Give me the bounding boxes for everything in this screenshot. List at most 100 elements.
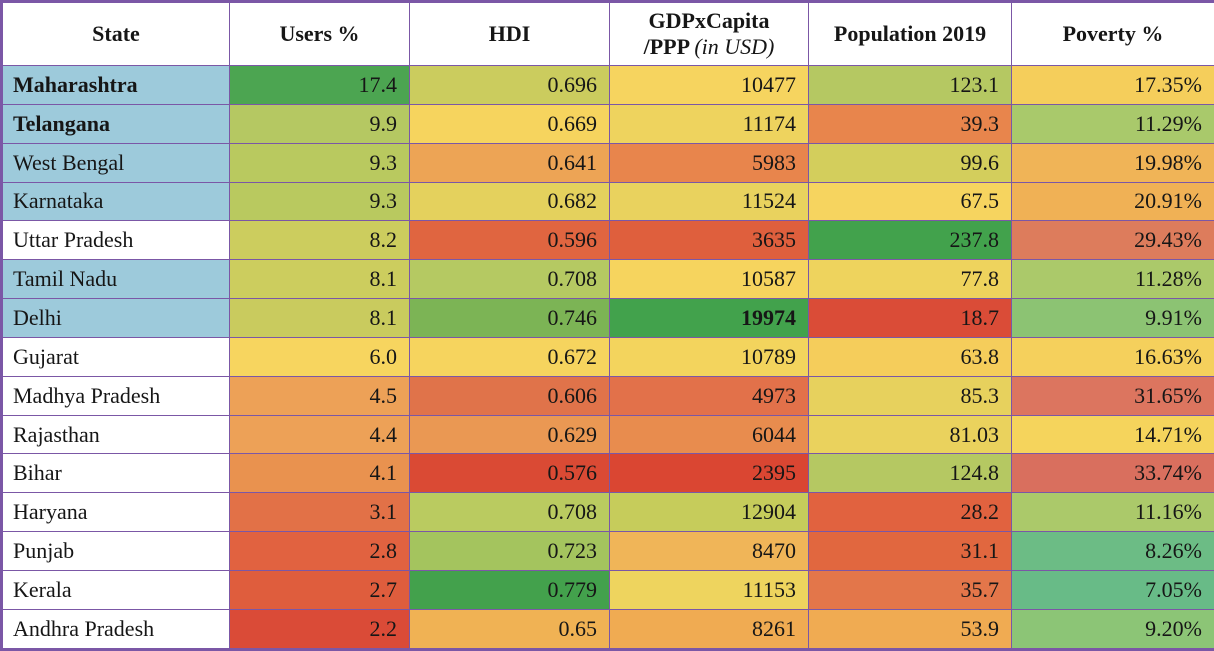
state-cell: Andhra Pradesh <box>1 608 230 651</box>
data-cell: 8470 <box>609 531 809 571</box>
data-cell: 18.7 <box>808 298 1012 338</box>
data-cell: 124.8 <box>808 453 1012 494</box>
data-cell: 0.672 <box>409 336 610 377</box>
data-cell: 0.682 <box>409 181 610 222</box>
data-cell: 63.8 <box>808 336 1012 377</box>
table-row: Andhra Pradesh 2.2 0.65 8261 53.9 9.20% <box>1 608 1214 651</box>
data-cell: 2.7 <box>229 569 410 610</box>
data-cell: 85.3 <box>808 375 1012 416</box>
header-state: State <box>1 1 230 66</box>
data-cell: 28.2 <box>808 492 1012 533</box>
state-cell: Rajasthan <box>1 414 230 455</box>
table-row: Tamil Nadu 8.1 0.708 10587 77.8 11.28% <box>1 259 1214 300</box>
data-cell: 2.8 <box>229 531 410 571</box>
data-cell: 0.596 <box>409 220 610 261</box>
table-body: Maharashtra 17.4 0.696 10477 123.1 17.35% Tela… <box>1 65 1214 651</box>
header-population-2019: Population 2019 <box>808 1 1012 66</box>
table-row: Rajasthan 4.4 0.629 6044 81.03 14.71% <box>1 414 1214 455</box>
table-row: West Bengal 9.3 0.641 5983 99.6 19.98% <box>1 142 1214 183</box>
table-row: Haryana 3.1 0.708 12904 28.2 11.16% <box>1 492 1214 533</box>
data-cell: 4.4 <box>229 414 410 455</box>
data-cell: 10477 <box>609 65 809 105</box>
data-cell: 99.6 <box>808 142 1012 183</box>
table-row: Bihar 4.1 0.576 2395 124.8 33.74% <box>1 453 1214 494</box>
header-row: State Users % HDI GDPxCapita /PPP (in US… <box>1 1 1214 66</box>
data-cell: 6044 <box>609 414 809 455</box>
data-cell: 11153 <box>609 569 809 610</box>
data-cell: 35.7 <box>808 569 1012 610</box>
data-cell: 0.746 <box>409 298 610 338</box>
state-cell: Punjab <box>1 531 230 571</box>
table-header: State Users % HDI GDPxCapita /PPP (in US… <box>1 1 1214 66</box>
header-gdp-ppp: /PPP <box>643 34 689 59</box>
data-cell: 17.35% <box>1011 65 1214 105</box>
table-row: Madhya Pradesh 4.5 0.606 4973 85.3 31.65% <box>1 375 1214 416</box>
state-cell: Telangana <box>1 103 230 144</box>
data-cell: 123.1 <box>808 65 1012 105</box>
data-cell: 8.1 <box>229 298 410 338</box>
data-cell: 0.629 <box>409 414 610 455</box>
header-gdp-per-capita: GDPxCapita /PPP (in USD) <box>609 1 809 66</box>
data-cell: 0.606 <box>409 375 610 416</box>
data-cell: 77.8 <box>808 259 1012 300</box>
data-cell: 11174 <box>609 103 809 144</box>
state-cell: Haryana <box>1 492 230 533</box>
state-cell: West Bengal <box>1 142 230 183</box>
header-users-percent: Users % <box>229 1 410 66</box>
state-cell: Madhya Pradesh <box>1 375 230 416</box>
data-cell: 0.723 <box>409 531 610 571</box>
data-cell: 0.779 <box>409 569 610 610</box>
data-cell: 10789 <box>609 336 809 377</box>
table-row: Gujarat 6.0 0.672 10789 63.8 16.63% <box>1 336 1214 377</box>
data-cell: 19.98% <box>1011 142 1214 183</box>
data-cell: 8.2 <box>229 220 410 261</box>
data-cell: 9.3 <box>229 181 410 222</box>
data-cell: 3.1 <box>229 492 410 533</box>
data-cell: 16.63% <box>1011 336 1214 377</box>
state-cell: Tamil Nadu <box>1 259 230 300</box>
data-cell: 2395 <box>609 453 809 494</box>
state-cell: Bihar <box>1 453 230 494</box>
data-cell: 14.71% <box>1011 414 1214 455</box>
table-row: Uttar Pradesh 8.2 0.596 3635 237.8 29.43% <box>1 220 1214 261</box>
data-cell: 0.641 <box>409 142 610 183</box>
data-cell: 19974 <box>609 298 809 338</box>
state-cell: Uttar Pradesh <box>1 220 230 261</box>
data-cell: 81.03 <box>808 414 1012 455</box>
data-cell: 20.91% <box>1011 181 1214 222</box>
data-cell: 2.2 <box>229 608 410 651</box>
data-cell: 9.91% <box>1011 298 1214 338</box>
data-cell: 0.669 <box>409 103 610 144</box>
data-cell: 53.9 <box>808 608 1012 651</box>
header-gdp-unit: (in USD) <box>694 34 775 59</box>
table-row: Maharashtra 17.4 0.696 10477 123.1 17.35% <box>1 65 1214 105</box>
state-cell: Delhi <box>1 298 230 338</box>
data-cell: 67.5 <box>808 181 1012 222</box>
data-cell: 8.1 <box>229 259 410 300</box>
header-hdi: HDI <box>409 1 610 66</box>
data-cell: 31.1 <box>808 531 1012 571</box>
data-cell: 11.29% <box>1011 103 1214 144</box>
data-cell: 11.16% <box>1011 492 1214 533</box>
table-row: Punjab 2.8 0.723 8470 31.1 8.26% <box>1 531 1214 571</box>
data-cell: 9.3 <box>229 142 410 183</box>
data-cell: 7.05% <box>1011 569 1214 610</box>
data-cell: 8261 <box>609 608 809 651</box>
data-cell: 9.20% <box>1011 608 1214 651</box>
state-cell: Maharashtra <box>1 65 230 105</box>
data-cell: 0.708 <box>409 492 610 533</box>
table-row: Karnataka 9.3 0.682 11524 67.5 20.91% <box>1 181 1214 222</box>
table-row: Telangana 9.9 0.669 11174 39.3 11.29% <box>1 103 1214 144</box>
data-cell: 8.26% <box>1011 531 1214 571</box>
data-cell: 5983 <box>609 142 809 183</box>
state-cell: Gujarat <box>1 336 230 377</box>
data-cell: 39.3 <box>808 103 1012 144</box>
state-cell: Karnataka <box>1 181 230 222</box>
data-cell: 4.5 <box>229 375 410 416</box>
data-cell: 33.74% <box>1011 453 1214 494</box>
state-cell: Kerala <box>1 569 230 610</box>
data-cell: 29.43% <box>1011 220 1214 261</box>
data-cell: 0.65 <box>409 608 610 651</box>
header-poverty-percent: Poverty % <box>1011 1 1214 66</box>
